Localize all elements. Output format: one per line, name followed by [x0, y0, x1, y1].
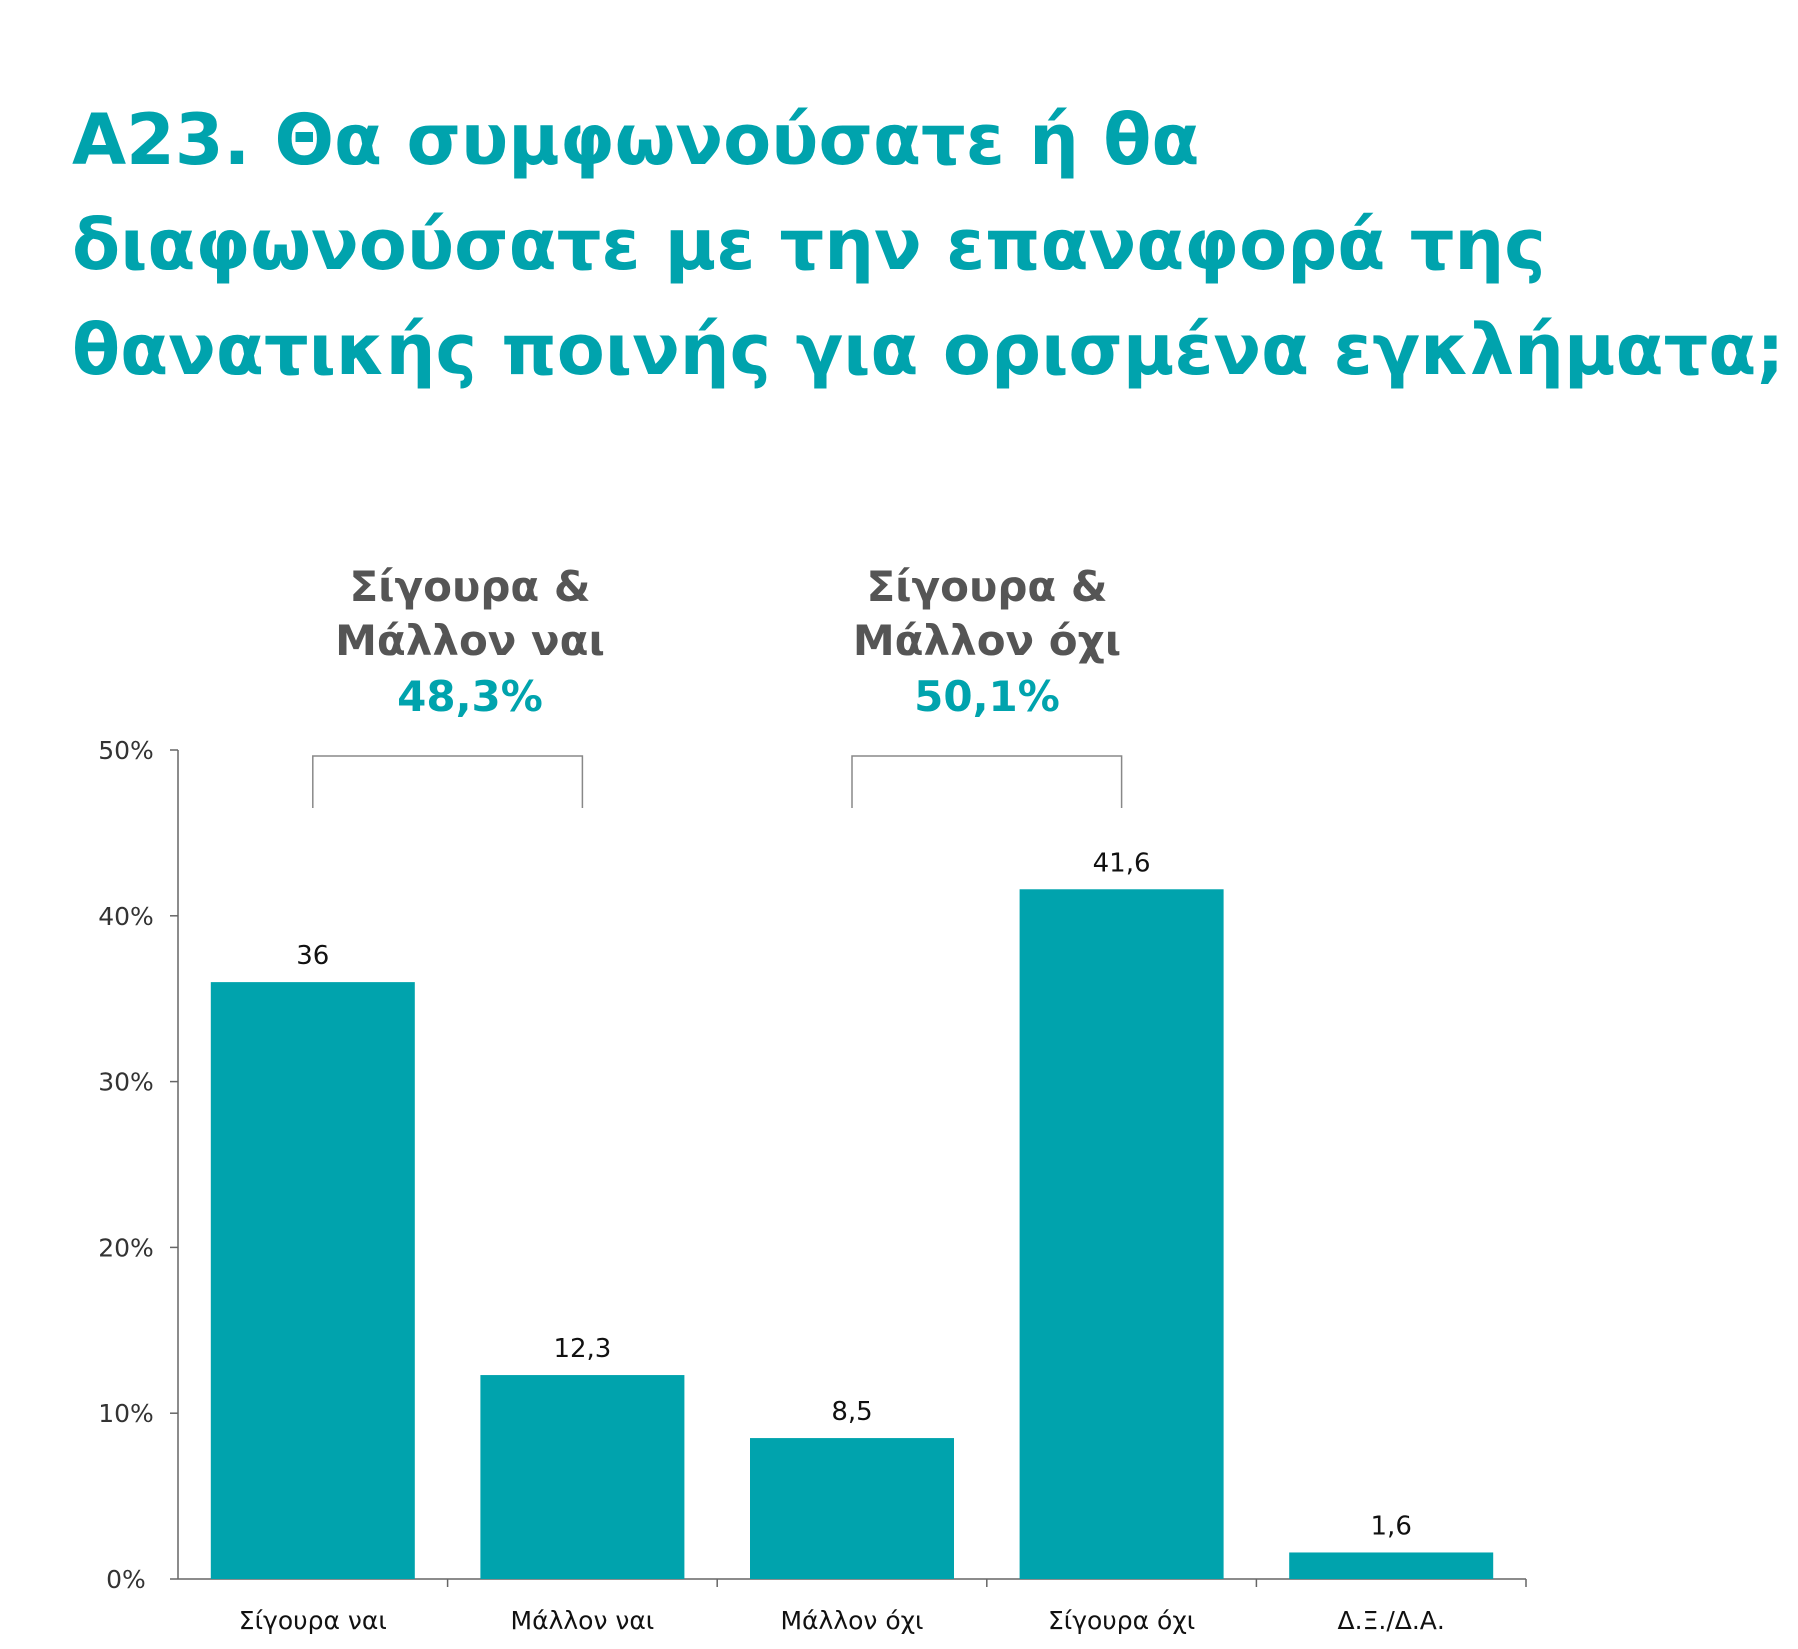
x-tick-label: Σίγουρα όχι — [1048, 1606, 1195, 1635]
x-tick-label: Σίγουρα ναι — [239, 1606, 387, 1635]
bar — [210, 982, 415, 1579]
data-label: 1,6 — [1371, 1511, 1412, 1541]
x-tick-label: Μάλλον όχι — [780, 1606, 923, 1635]
chart-bars: 36 Σίγουρα ναι 12,3 Μάλλον ναι 8,5 Μάλλον όχι… — [210, 848, 1494, 1635]
group-no-line-2: Μάλλον όχι — [852, 616, 1122, 665]
group-yes-total: 48,3% — [397, 672, 543, 721]
group-bracket — [851, 755, 1123, 808]
y-tick-label: 0% — [106, 1565, 146, 1594]
title-line-2: διαφωνούσατε με την επαναφορά της — [72, 204, 1546, 286]
group-yes-line-1: Σίγουρα & — [349, 562, 591, 611]
y-tick-label: 30% — [98, 1068, 154, 1097]
bar — [750, 1438, 954, 1579]
group-yes-line-2: Μάλλον ναι — [335, 616, 605, 665]
bar — [480, 1375, 685, 1579]
data-label: 36 — [296, 941, 329, 971]
y-tick-label: 50% — [98, 736, 154, 765]
bar — [1019, 889, 1224, 1579]
data-label: 8,5 — [831, 1397, 872, 1427]
chart-title: Α23. Θα συμφωνούσατε ή θα διαφωνούσατε μ… — [72, 88, 1785, 403]
y-tick-label: 20% — [98, 1233, 154, 1262]
data-label: 41,6 — [1093, 848, 1151, 878]
bar — [1289, 1552, 1494, 1579]
title-line-1: Α23. Θα συμφωνούσατε ή θα — [72, 99, 1200, 181]
data-label: 12,3 — [553, 1334, 611, 1364]
group-no-total: 50,1% — [914, 672, 1060, 721]
x-tick-label: Μάλλον ναι — [511, 1606, 655, 1635]
group-brackets — [312, 755, 1123, 808]
group-bracket — [312, 755, 584, 808]
x-tick-label: Δ.Ξ./Δ.Α. — [1338, 1606, 1445, 1635]
group-label-no: Σίγουρα & Μάλλον όχι 50,1% — [787, 560, 1187, 724]
y-tick-label: 10% — [98, 1399, 154, 1428]
title-line-3: θανατικής ποινής για ορισμένα εγκλήματα; — [72, 309, 1785, 391]
y-tick-label: 40% — [98, 902, 154, 931]
group-label-yes: Σίγουρα & Μάλλον ναι 48,3% — [270, 560, 670, 724]
group-no-line-1: Σίγουρα & — [866, 562, 1108, 611]
